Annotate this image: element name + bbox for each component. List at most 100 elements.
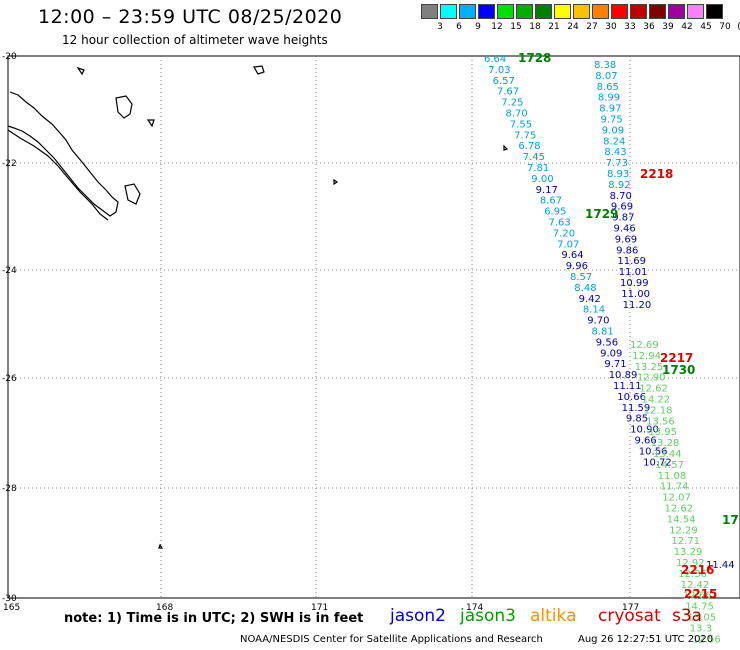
wave-height-value: 11.08 bbox=[658, 471, 687, 482]
wave-height-value: 11.00 bbox=[621, 289, 650, 300]
island-6 bbox=[333, 178, 339, 186]
wave-height-value: 10.89 bbox=[609, 370, 638, 381]
color-scale-label: 45 bbox=[700, 22, 712, 32]
wave-height-value: 13.3 bbox=[690, 623, 712, 634]
color-scale-swatch bbox=[497, 4, 514, 19]
wave-height-value: 8.24 bbox=[603, 136, 625, 147]
longitude-label: 168 bbox=[156, 603, 173, 613]
longitude-label: 174 bbox=[466, 603, 483, 613]
color-scale-swatch bbox=[478, 4, 495, 19]
island-5 bbox=[76, 66, 85, 76]
color-scale-label: 30 bbox=[605, 22, 617, 32]
wave-height-value: 14.57 bbox=[655, 460, 684, 471]
color-scale-label: 15 bbox=[510, 22, 522, 32]
color-scale-label: (ft) bbox=[733, 22, 740, 32]
wave-height-value: 7.03 bbox=[488, 65, 510, 76]
color-scale-swatch bbox=[649, 4, 666, 19]
color-scale-label: 70 bbox=[719, 22, 731, 32]
wave-height-value: 8.92 bbox=[608, 180, 630, 191]
wave-height-value: 10.56 bbox=[639, 446, 668, 457]
color-scale-swatch bbox=[421, 4, 438, 19]
wave-height-value: 7.67 bbox=[497, 87, 519, 98]
page-title: 12:00 – 23:59 UTC 08/25/2020 bbox=[38, 6, 343, 28]
legend-s3a: s3a bbox=[672, 606, 703, 626]
pass-time-label: 1728 bbox=[518, 51, 551, 65]
pass-time-label: 2216 bbox=[681, 563, 714, 577]
legend-jason2: jason2 bbox=[390, 606, 446, 626]
wave-height-value: 8.70 bbox=[610, 191, 632, 202]
color-scale-swatch bbox=[592, 4, 609, 19]
wave-height-value: 8.48 bbox=[574, 283, 596, 294]
wave-height-value: 11.01 bbox=[619, 267, 648, 278]
wave-height-value: 7.55 bbox=[510, 119, 532, 130]
color-scale-label: 27 bbox=[586, 22, 598, 32]
wave-height-value: 9.17 bbox=[536, 185, 558, 196]
color-scale-label: 36 bbox=[643, 22, 655, 32]
wave-height-value: 11.20 bbox=[623, 300, 652, 311]
wave-height-value: 8.97 bbox=[599, 104, 621, 115]
wave-height-value: 8.43 bbox=[604, 147, 626, 158]
page-subtitle: 12 hour collection of altimeter wave hei… bbox=[62, 33, 328, 47]
color-scale-label: 24 bbox=[567, 22, 579, 32]
legend-jason3: jason3 bbox=[460, 606, 516, 626]
wave-height-value: 7.25 bbox=[501, 98, 523, 109]
legend-cryosat: cryosat bbox=[598, 606, 661, 626]
pass-time-label: 1729 bbox=[585, 207, 618, 221]
satellite-tracks: 6.647.036.577.677.258.707.557.756.787.45… bbox=[484, 51, 740, 645]
wave-height-value: 13.44 bbox=[653, 449, 682, 460]
wave-height-value: 7.45 bbox=[523, 152, 545, 163]
wave-height-value: 11.44 bbox=[706, 560, 735, 571]
footer-note: note: 1) Time is in UTC; 2) SWH is in fe… bbox=[64, 611, 364, 626]
wave-height-value: 11.74 bbox=[660, 482, 689, 493]
island-3 bbox=[253, 65, 265, 75]
wave-height-value: 13.56 bbox=[646, 416, 675, 427]
wave-height-value: 9.75 bbox=[601, 115, 623, 126]
wave-height-value: 13.95 bbox=[648, 427, 677, 438]
longitude-label: 177 bbox=[622, 603, 639, 613]
wave-height-value: 9.46 bbox=[614, 224, 636, 235]
wave-height-value: 7.20 bbox=[553, 228, 575, 239]
footer-credit: NOAA/NESDIS Center for Satellite Applica… bbox=[240, 634, 543, 645]
wave-height-value: 14.22 bbox=[642, 395, 671, 406]
color-scale-label: 39 bbox=[662, 22, 674, 32]
color-scale-swatch bbox=[611, 4, 628, 19]
color-scale-label: 21 bbox=[548, 22, 560, 32]
pass-time-label: 2218 bbox=[640, 167, 673, 181]
wave-height-value: 8.38 bbox=[594, 60, 616, 71]
wave-height-value: 8.65 bbox=[597, 82, 619, 93]
wave-height-value: 14.54 bbox=[667, 514, 696, 525]
wave-height-value: 11.69 bbox=[617, 256, 646, 267]
color-scale-swatch bbox=[440, 4, 457, 19]
wave-height-value: 6.57 bbox=[493, 76, 515, 87]
wave-height-value: 9.69 bbox=[611, 202, 633, 213]
wave-height-value: 9.71 bbox=[604, 359, 626, 370]
wave-height-value: 12.90 bbox=[637, 373, 666, 384]
color-scale-label: 12 bbox=[491, 22, 503, 32]
wave-height-value: 11.11 bbox=[613, 381, 642, 392]
wave-height-value: 12.29 bbox=[669, 525, 698, 536]
latitude-label: -26 bbox=[2, 374, 17, 384]
wave-height-value: 12.18 bbox=[644, 405, 673, 416]
color-scale-swatch bbox=[687, 4, 704, 19]
wave-height-value: 8.70 bbox=[506, 109, 528, 120]
color-scale-swatch bbox=[459, 4, 476, 19]
reef-outline bbox=[7, 129, 109, 221]
wave-height-value: 9.86 bbox=[616, 245, 638, 256]
wave-height-value: 13.05 bbox=[688, 613, 717, 624]
color-scale-swatch bbox=[573, 4, 590, 19]
color-scale-swatch bbox=[630, 4, 647, 19]
pass-time-label: 17.. bbox=[722, 513, 740, 527]
latitude-label: -30 bbox=[2, 594, 17, 604]
legend-altika: altika bbox=[530, 606, 577, 626]
wave-height-value: 9.42 bbox=[579, 294, 601, 305]
wave-height-value: 12.66 bbox=[683, 591, 712, 602]
wave-height-value: 9.66 bbox=[635, 436, 657, 447]
wave-height-value: 12.36 bbox=[678, 569, 707, 580]
island-7 bbox=[158, 543, 164, 549]
wave-height-value: 6.64 bbox=[484, 54, 506, 65]
wave-height-value: 9.64 bbox=[561, 250, 583, 261]
wave-height-value: 8.99 bbox=[598, 93, 620, 104]
wave-height-value: 13.29 bbox=[674, 547, 703, 558]
wave-height-value: 12.07 bbox=[662, 493, 691, 504]
